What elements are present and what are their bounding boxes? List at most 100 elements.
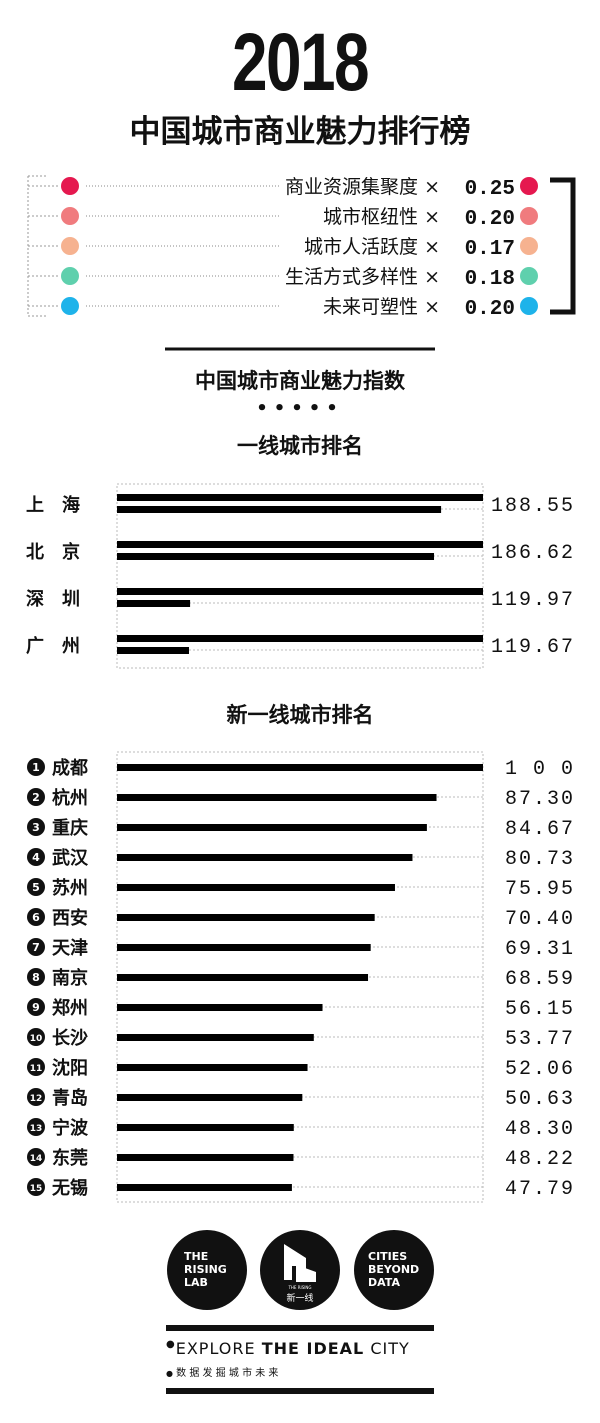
rank-number: 2 (32, 791, 40, 804)
legend-label: 商业资源集聚度 × (285, 176, 440, 198)
index-title: 中国城市商业魅力指数 (195, 369, 405, 393)
rank-number: 12 (30, 1094, 43, 1104)
divider (166, 1325, 434, 1331)
logo-text: LAB (184, 1276, 208, 1289)
cities-beyond-data-logo: CITIES BEYOND DATA (354, 1230, 434, 1310)
category-label: 广 州 (26, 635, 80, 657)
tier1-title: 一线城市排名 (237, 434, 363, 458)
bar-base (117, 541, 483, 548)
bar (117, 944, 371, 951)
category-label: 上 海 (26, 494, 80, 516)
value-label: 56.15 (505, 998, 575, 1021)
legend-dot-right (520, 207, 538, 225)
bar (117, 824, 427, 831)
value-label: 53.77 (505, 1028, 575, 1051)
logo-text: THE (184, 1250, 209, 1263)
legend-label: 未来可塑性 × (323, 296, 440, 318)
xinyixian-logo: THE RISING 新一线 (260, 1230, 340, 1310)
value-label: 75.95 (505, 878, 575, 901)
category-label: 苏州 (52, 877, 88, 899)
bar-remainder (117, 506, 442, 513)
bar (117, 794, 437, 801)
rank-number: 7 (32, 941, 40, 954)
category-label: 无锡 (52, 1177, 88, 1199)
logo-text: RISING (184, 1263, 227, 1276)
rank-badge (27, 1058, 45, 1076)
category-label: 南京 (52, 967, 88, 989)
rank-number: 8 (32, 971, 40, 984)
category-label: 东莞 (52, 1147, 88, 1169)
rank-badge (27, 1118, 45, 1136)
value-label: 87.30 (505, 788, 575, 811)
bar-remainder (117, 553, 435, 560)
category-label: 重庆 (52, 817, 88, 839)
slogan-cn: ● 数 据 发 掘 城 市 未 来 (166, 1368, 279, 1379)
rank-number: 15 (30, 1184, 43, 1194)
rank-badge (27, 788, 45, 806)
rank-number: 1 (32, 761, 40, 774)
legend-weight: 0.17 (465, 238, 515, 261)
category-label: 武汉 (52, 848, 89, 869)
logo-text: CITIES (368, 1250, 408, 1263)
rank-badge (27, 1178, 45, 1196)
value-label: 84.67 (505, 818, 575, 841)
rank-number: 4 (32, 851, 40, 864)
bar (117, 914, 375, 921)
value-label: 1 0 0 (505, 758, 575, 781)
rank-badge (27, 1148, 45, 1166)
rising-lab-logo: THE RISING LAB (167, 1230, 247, 1310)
bar (117, 1064, 308, 1071)
rank-number: 3 (32, 821, 40, 834)
value-label: 48.30 (505, 1118, 575, 1141)
legend-weight: 0.20 (465, 208, 515, 231)
bar (117, 884, 395, 891)
category-label: 西安 (52, 907, 88, 929)
rank-badge (27, 1028, 45, 1046)
rank-badge (27, 848, 45, 866)
bar-base (117, 588, 483, 595)
legend-dot-left (61, 267, 79, 285)
category-label: 深 圳 (26, 588, 80, 610)
rank-number: 6 (32, 911, 40, 924)
logo-caption: 新一线 (286, 1294, 314, 1304)
divider (166, 1388, 434, 1394)
slogan-bold: THE IDEAL (261, 1339, 365, 1358)
rank-number: 5 (32, 881, 40, 894)
legend-dot-right (520, 297, 538, 315)
year-heading: 2018 (231, 17, 370, 108)
legend-label: 生活方式多样性 × (285, 266, 440, 288)
rank-number: 14 (30, 1154, 43, 1164)
rank-number: 13 (30, 1124, 43, 1134)
value-label: 47.79 (505, 1178, 575, 1201)
slogan-end: CITY (364, 1339, 410, 1358)
category-label: 郑州 (52, 997, 88, 1019)
rank-badge (27, 1088, 45, 1106)
bar (117, 1034, 314, 1041)
tier2-title: 新一线城市排名 (226, 703, 374, 727)
building-icon (284, 1244, 316, 1282)
legend-dot-left (61, 207, 79, 225)
value-label: 50.63 (505, 1088, 575, 1111)
value-label: 48.22 (505, 1148, 575, 1171)
category-label: 沈阳 (52, 1057, 88, 1079)
slogan-cn-text: 数 据 发 掘 城 市 未 来 (176, 1368, 279, 1379)
rank-badge (27, 878, 45, 896)
rank-badge (27, 818, 45, 836)
slogan: ●EXPLORE THE IDEAL CITY (166, 1339, 410, 1358)
category-label: 成都 (52, 757, 88, 779)
bar (117, 974, 369, 981)
legend-weight: 0.18 (465, 268, 515, 291)
logo-text: DATA (368, 1276, 400, 1289)
bar (117, 1154, 294, 1161)
rank-number: 10 (30, 1034, 43, 1044)
value-label: 119.97 (491, 589, 575, 612)
bar-remainder (117, 600, 191, 607)
rank-number: 11 (30, 1064, 43, 1074)
legend-weight: 0.20 (465, 298, 515, 321)
value-label: 52.06 (505, 1058, 575, 1081)
category-label: 天津 (52, 937, 88, 959)
rank-badge (27, 908, 45, 926)
value-label: 188.55 (491, 495, 575, 518)
bar-base (117, 635, 483, 642)
bar-base (117, 494, 483, 501)
